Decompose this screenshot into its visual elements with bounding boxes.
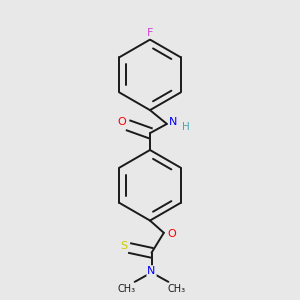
Text: O: O bbox=[167, 229, 176, 239]
Text: F: F bbox=[147, 28, 153, 38]
Text: CH₃: CH₃ bbox=[167, 284, 185, 294]
Text: N: N bbox=[147, 266, 156, 276]
Text: N: N bbox=[169, 117, 177, 128]
Text: H: H bbox=[182, 122, 190, 132]
Text: O: O bbox=[117, 117, 126, 128]
Text: CH₃: CH₃ bbox=[118, 284, 136, 294]
Text: S: S bbox=[120, 241, 127, 251]
